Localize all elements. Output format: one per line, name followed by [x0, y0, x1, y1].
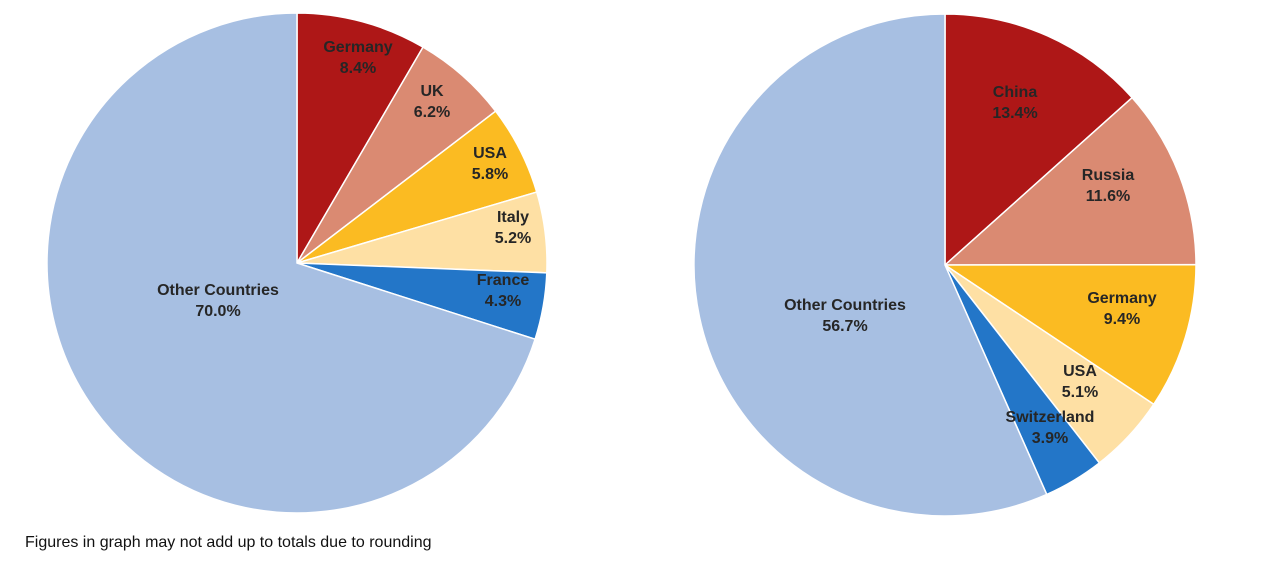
pie-chart-left: Germany 8.4% UK 6.2% USA 5.8% Italy 5.2% France 4…	[46, 12, 548, 514]
slice-label-italy: Italy	[497, 209, 529, 226]
slice-value-other-countries: 56.7%	[822, 318, 867, 335]
pie-slice-other-countries	[46, 12, 537, 514]
slice-value-usa: 5.8%	[472, 166, 508, 183]
slice-value-usa: 5.1%	[1062, 384, 1098, 401]
pie-slice-china	[944, 13, 1134, 267]
footnote: Figures in graph may not add up to total…	[25, 534, 432, 551]
slice-label-other-countries: Other Countries	[157, 282, 279, 299]
slice-value-germany: 9.4%	[1104, 311, 1140, 328]
pie-slice-germany	[296, 12, 425, 266]
pie-slice-russia	[943, 96, 1197, 266]
slice-value-france: 4.3%	[485, 293, 521, 310]
slice-label-france: France	[477, 272, 530, 289]
slice-label-russia: Russia	[1082, 167, 1135, 184]
slice-value-other-countries: 70.0%	[195, 303, 240, 320]
slice-value-switzerland: 3.9%	[1032, 430, 1068, 447]
slice-label-switzerland: Switzerland	[1006, 409, 1095, 426]
slice-label-uk: UK	[420, 83, 444, 100]
slice-label-china: China	[993, 84, 1038, 101]
slice-value-china: 13.4%	[992, 105, 1037, 122]
slice-label-germany: Germany	[323, 39, 392, 56]
pie-slice-other-countries	[693, 13, 1048, 517]
slice-label-usa: USA	[473, 145, 507, 162]
pie-chart-right: China 13.4% Russia 11.6% Germany 9.4% USA 5.1% S…	[693, 13, 1197, 517]
slice-value-russia: 11.6%	[1086, 188, 1130, 205]
slice-label-other-countries: Other Countries	[784, 297, 906, 314]
slice-label-usa: USA	[1063, 363, 1097, 380]
pie-slice-germany	[942, 263, 1197, 406]
slice-label-germany: Germany	[1087, 290, 1156, 307]
slice-value-italy: 5.2%	[495, 230, 531, 247]
slice-value-uk: 6.2%	[414, 104, 450, 121]
slice-value-germany: 8.4%	[340, 60, 376, 77]
